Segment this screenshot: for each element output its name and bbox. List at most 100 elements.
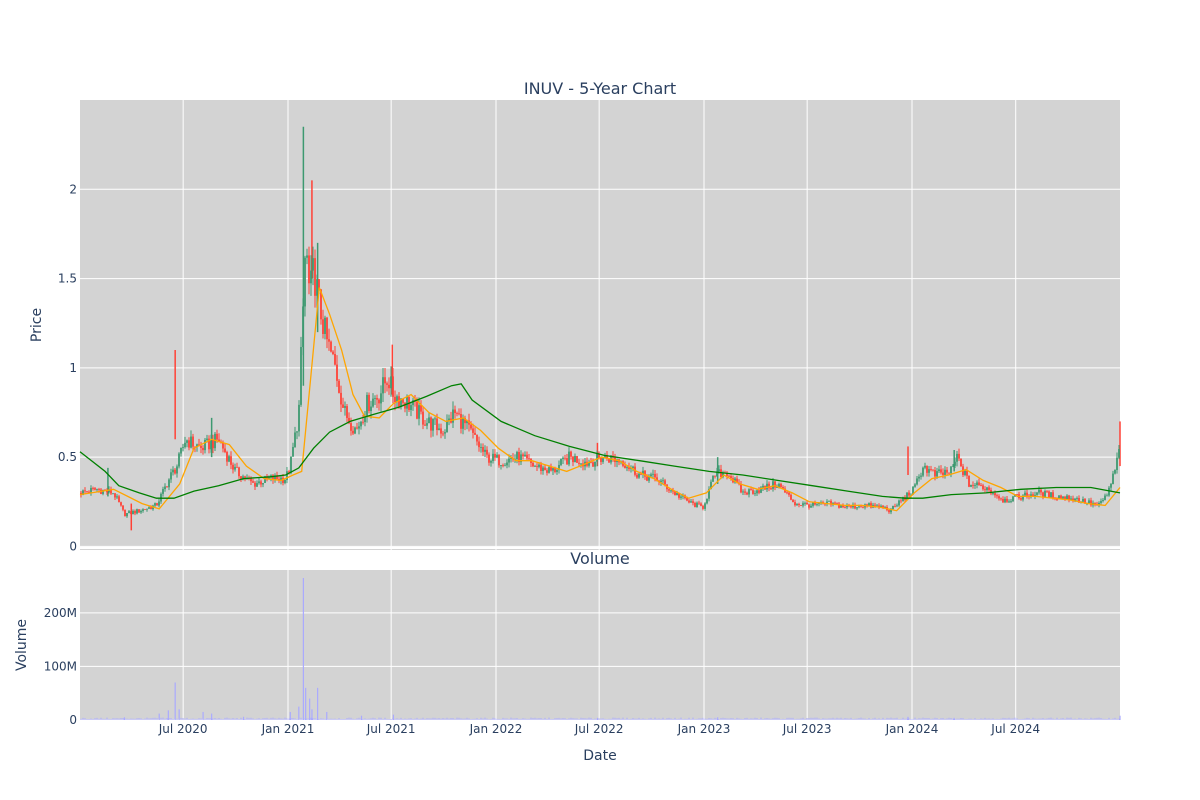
candle-body bbox=[132, 510, 134, 514]
candle-body bbox=[148, 507, 150, 509]
candle-body bbox=[122, 505, 124, 510]
candle-body bbox=[350, 423, 352, 431]
candle-body bbox=[406, 396, 408, 409]
candle-body bbox=[1008, 501, 1010, 503]
candle-body bbox=[1034, 494, 1036, 497]
candle-body bbox=[378, 399, 380, 404]
candle-body bbox=[566, 458, 568, 465]
candle-body bbox=[534, 466, 536, 467]
candle-body bbox=[840, 505, 842, 508]
candle-body bbox=[878, 505, 880, 508]
candle-body bbox=[494, 453, 496, 458]
price-y-tick-label: 1.5 bbox=[58, 272, 77, 286]
candle-body bbox=[1052, 492, 1054, 498]
candle-body bbox=[332, 351, 334, 354]
candle-body bbox=[1112, 473, 1114, 485]
candle-body bbox=[1000, 498, 1002, 500]
candle-body bbox=[82, 490, 84, 496]
candle-body bbox=[106, 490, 108, 493]
candle-body bbox=[412, 400, 414, 406]
candle-body bbox=[322, 319, 324, 334]
candle-body bbox=[1102, 499, 1104, 501]
candle-body bbox=[874, 504, 876, 506]
candle-body bbox=[798, 504, 800, 506]
volume-y-axis-label: Volume bbox=[14, 619, 30, 671]
candle-body bbox=[360, 421, 362, 427]
candle-body bbox=[916, 478, 918, 485]
candle-body bbox=[636, 474, 638, 478]
candle-body bbox=[444, 432, 446, 434]
candle-body bbox=[376, 398, 378, 400]
volume-y-tick-label: 0 bbox=[69, 713, 77, 727]
candle-body bbox=[736, 478, 738, 483]
candle-body bbox=[476, 434, 478, 442]
candle-body bbox=[250, 478, 252, 482]
candle-body bbox=[706, 498, 708, 504]
candle-body bbox=[146, 508, 148, 510]
candle-body bbox=[1046, 490, 1048, 492]
candle-body bbox=[366, 394, 368, 417]
price-y-tick-label: 0 bbox=[69, 539, 77, 553]
candle-body bbox=[882, 505, 884, 509]
volume-chart-title: Volume bbox=[570, 549, 630, 568]
moving-average-long-line bbox=[79, 383, 1121, 499]
candle-body bbox=[456, 413, 458, 414]
candle-body bbox=[574, 456, 576, 463]
candle-body bbox=[268, 477, 270, 479]
candle-body bbox=[108, 489, 110, 493]
candle-body bbox=[1058, 495, 1060, 500]
candle-body bbox=[504, 465, 506, 467]
candle-body bbox=[228, 456, 230, 462]
candle-body bbox=[164, 486, 166, 490]
candle-body bbox=[502, 465, 504, 466]
candle-body bbox=[830, 500, 832, 505]
candle-body bbox=[86, 491, 88, 493]
candle-body bbox=[890, 509, 892, 513]
candle-body bbox=[102, 489, 104, 494]
candle-body bbox=[362, 421, 364, 423]
candle-body bbox=[354, 427, 356, 434]
candle-body bbox=[498, 454, 500, 466]
candle-body bbox=[796, 504, 798, 506]
volume-y-tick-label: 200M bbox=[44, 606, 77, 620]
candle-body bbox=[1020, 498, 1022, 500]
candle-body bbox=[170, 472, 172, 480]
volume-y-tick-label: 100M bbox=[44, 659, 77, 673]
candle-body bbox=[1070, 498, 1072, 501]
candle-body bbox=[538, 464, 540, 467]
candle-body bbox=[1030, 494, 1032, 498]
candle-body bbox=[624, 465, 626, 469]
volume-x-tick-label: Jul 2021 bbox=[366, 722, 416, 736]
candle-body bbox=[256, 483, 258, 487]
candle-body bbox=[788, 492, 790, 495]
candle-body bbox=[918, 476, 920, 479]
candle-body bbox=[766, 483, 768, 490]
candle-body bbox=[190, 436, 192, 448]
candle-body bbox=[628, 467, 630, 469]
candle-body bbox=[204, 439, 206, 451]
candle-body bbox=[588, 462, 590, 466]
candle-body bbox=[578, 462, 580, 464]
candle-body bbox=[364, 416, 366, 423]
candle-body bbox=[1042, 492, 1044, 498]
candle-body bbox=[780, 483, 782, 488]
candle-body bbox=[382, 377, 384, 394]
candle-body bbox=[768, 483, 770, 489]
price-panel: 0 0.5 1 1.5 2 INUV - 5-Year Chart Price bbox=[29, 79, 1121, 553]
candle-body bbox=[974, 485, 976, 486]
candle-body bbox=[344, 406, 346, 408]
candle-body bbox=[542, 467, 544, 471]
candle-body bbox=[138, 509, 140, 513]
volume-plot-area bbox=[80, 570, 1120, 720]
candle-body bbox=[290, 456, 292, 473]
candle-body bbox=[580, 463, 582, 465]
candle-body bbox=[592, 462, 594, 467]
candle-body bbox=[428, 417, 430, 424]
candle-body bbox=[294, 432, 296, 447]
candle-body bbox=[942, 472, 944, 475]
candle-body bbox=[240, 476, 242, 480]
candle-body bbox=[162, 489, 164, 494]
candle-body bbox=[940, 469, 942, 473]
candle-body bbox=[712, 475, 714, 482]
candle-body bbox=[184, 442, 186, 448]
